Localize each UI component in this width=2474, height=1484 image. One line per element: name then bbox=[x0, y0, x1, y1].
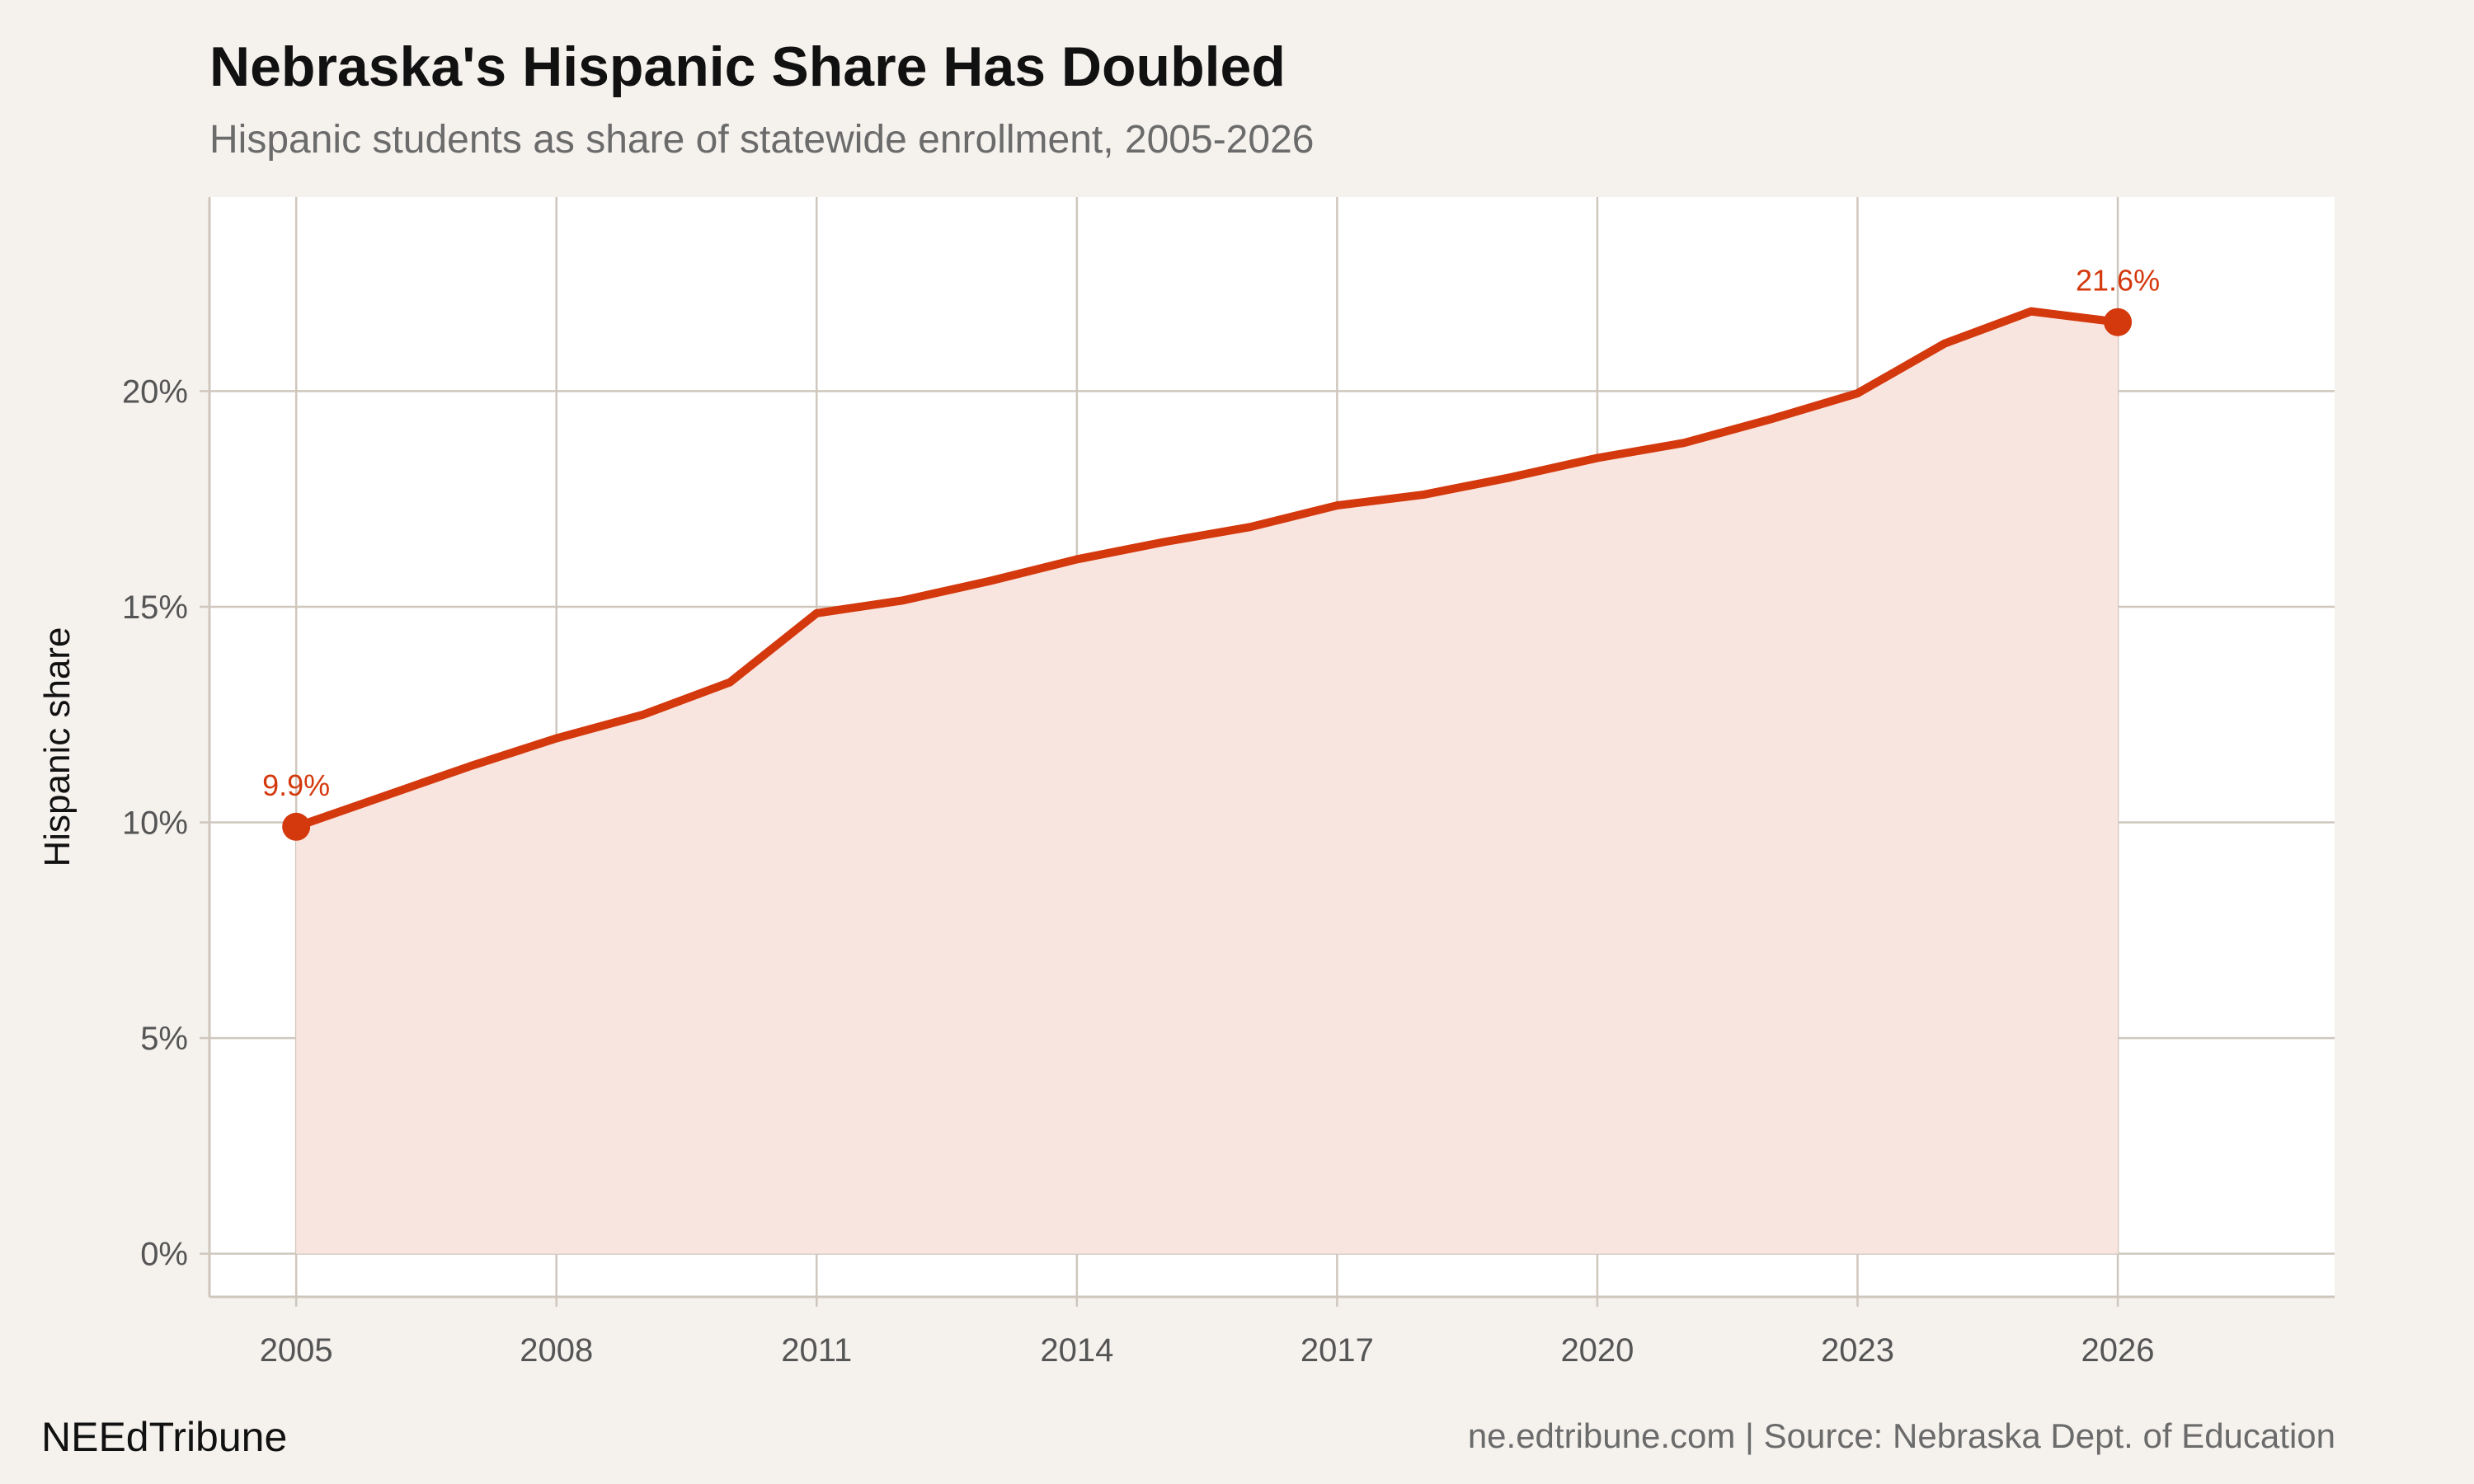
endpoint-marker bbox=[282, 812, 311, 841]
x-tick-label: 2011 bbox=[781, 1332, 852, 1369]
y-tick-label: 15% bbox=[122, 589, 188, 626]
y-tick-label: 10% bbox=[122, 805, 188, 842]
y-axis-label: Hispanic share bbox=[37, 627, 78, 866]
axes: 2005 2008 2011 2014 2017 2020 2023 2026 0% 5% 10% 1… bbox=[122, 197, 2335, 1369]
y-tick-label: 20% bbox=[122, 373, 188, 410]
endpoint-marker bbox=[2104, 308, 2133, 336]
chart-title: Nebraska's Hispanic Share Has Doubled bbox=[209, 35, 1286, 98]
data-markers: 9.9% 21.6% bbox=[262, 264, 2160, 841]
y-tick-label: 5% bbox=[140, 1021, 188, 1057]
y-tick-label: 0% bbox=[140, 1237, 188, 1273]
data-label: 9.9% bbox=[262, 768, 330, 802]
x-tick-label: 2017 bbox=[1300, 1332, 1374, 1369]
x-tick-label: 2026 bbox=[2081, 1332, 2155, 1369]
chart-subtitle: Hispanic students as share of statewide … bbox=[209, 118, 1315, 162]
x-tick-label: 2005 bbox=[260, 1332, 333, 1369]
data-label: 21.6% bbox=[2076, 264, 2160, 298]
area-fill bbox=[296, 311, 2119, 1254]
series-line bbox=[294, 307, 2119, 831]
brand-logo-text: NEEdTribune bbox=[41, 1414, 288, 1460]
source-credit: ne.edtribune.com | Source: Nebraska Dept… bbox=[1467, 1416, 2335, 1455]
x-tick-label: 2014 bbox=[1040, 1332, 1113, 1369]
x-tick-label: 2023 bbox=[1821, 1332, 1894, 1369]
x-tick-label: 2020 bbox=[1560, 1332, 1634, 1369]
x-tick-label: 2008 bbox=[520, 1332, 593, 1369]
